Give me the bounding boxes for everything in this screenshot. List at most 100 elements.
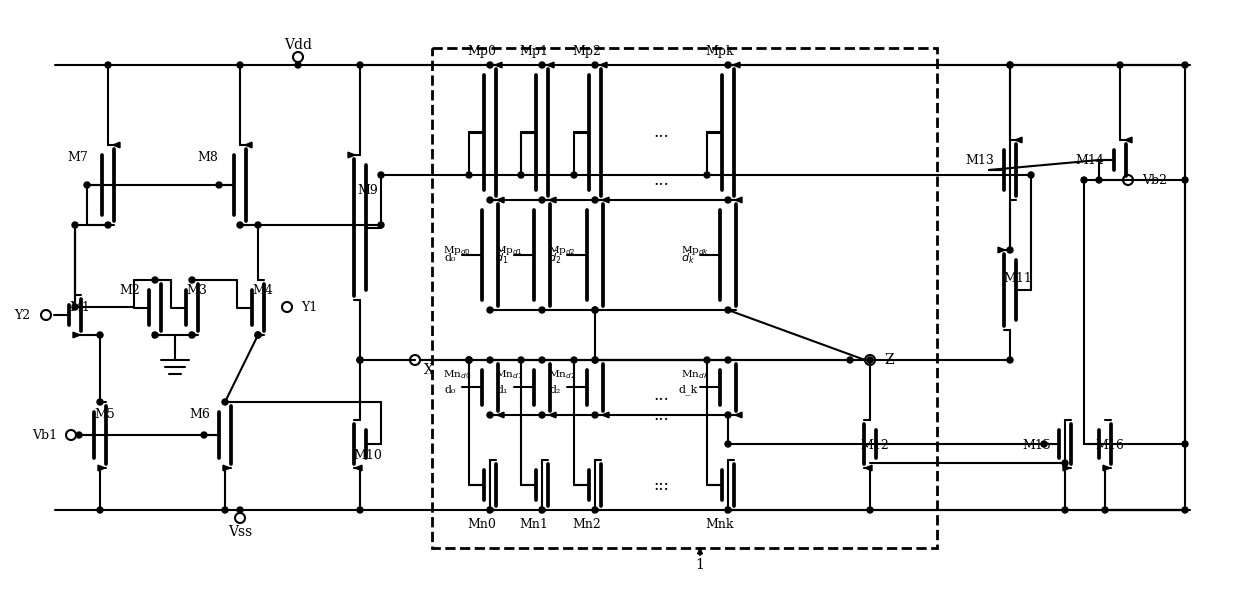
Circle shape bbox=[539, 307, 545, 313]
Circle shape bbox=[357, 62, 363, 68]
Polygon shape bbox=[190, 332, 197, 338]
Circle shape bbox=[97, 399, 103, 405]
Circle shape bbox=[539, 62, 545, 68]
Circle shape bbox=[592, 412, 598, 418]
Circle shape bbox=[571, 172, 577, 178]
Text: M13: M13 bbox=[965, 153, 995, 166]
Text: M3: M3 bbox=[187, 284, 207, 297]
Polygon shape bbox=[1125, 137, 1132, 143]
Circle shape bbox=[105, 222, 112, 228]
Text: Mn1: Mn1 bbox=[519, 519, 549, 532]
Circle shape bbox=[295, 62, 301, 68]
Text: $\bar{d_1}$: $\bar{d_1}$ bbox=[496, 250, 509, 266]
Bar bbox=[432, 48, 937, 548]
Circle shape bbox=[357, 507, 363, 513]
Circle shape bbox=[222, 507, 228, 513]
Circle shape bbox=[222, 399, 228, 405]
Text: M9: M9 bbox=[358, 184, 378, 197]
Circle shape bbox=[152, 277, 159, 283]
Circle shape bbox=[1182, 507, 1188, 513]
Circle shape bbox=[539, 412, 545, 418]
Text: Mp0: Mp0 bbox=[467, 44, 497, 57]
Text: Mn2: Mn2 bbox=[572, 519, 601, 532]
Polygon shape bbox=[549, 197, 556, 203]
Circle shape bbox=[592, 62, 598, 68]
Polygon shape bbox=[1103, 465, 1110, 471]
Circle shape bbox=[466, 357, 472, 363]
Text: ...: ... bbox=[653, 124, 669, 140]
Circle shape bbox=[1182, 441, 1188, 447]
Polygon shape bbox=[602, 197, 610, 203]
Text: $\bar{d_k}$: $\bar{d_k}$ bbox=[681, 250, 695, 266]
Text: Vb2: Vb2 bbox=[1142, 173, 1167, 186]
Circle shape bbox=[1101, 507, 1108, 513]
Text: Vdd: Vdd bbox=[284, 38, 312, 52]
Polygon shape bbox=[348, 152, 356, 158]
Circle shape bbox=[255, 332, 261, 338]
Circle shape bbox=[1062, 460, 1068, 466]
Circle shape bbox=[539, 357, 545, 363]
Circle shape bbox=[76, 432, 82, 438]
Text: d₀: d₀ bbox=[445, 385, 456, 395]
Text: Y2: Y2 bbox=[14, 308, 30, 321]
Text: $\bar{d_2}$: $\bar{d_2}$ bbox=[549, 250, 561, 266]
Polygon shape bbox=[600, 62, 607, 68]
Circle shape bbox=[725, 197, 731, 203]
Polygon shape bbox=[113, 142, 120, 148]
Polygon shape bbox=[602, 412, 610, 418]
Circle shape bbox=[1080, 177, 1087, 183]
Circle shape bbox=[1007, 62, 1014, 68]
Circle shape bbox=[592, 197, 598, 203]
Circle shape bbox=[539, 507, 545, 513]
Text: M1: M1 bbox=[69, 301, 90, 314]
Text: Y1: Y1 bbox=[301, 301, 317, 314]
Text: Vss: Vss bbox=[228, 525, 252, 539]
Circle shape bbox=[704, 357, 710, 363]
Circle shape bbox=[867, 507, 873, 513]
Text: Mp$_{dk}$: Mp$_{dk}$ bbox=[680, 243, 709, 256]
Circle shape bbox=[847, 357, 852, 363]
Circle shape bbox=[237, 222, 243, 228]
Circle shape bbox=[466, 357, 472, 363]
Circle shape bbox=[592, 307, 598, 313]
Circle shape bbox=[725, 357, 731, 363]
Circle shape bbox=[1062, 507, 1068, 513]
Text: d₀: d₀ bbox=[445, 253, 456, 263]
Text: d_k: d_k bbox=[678, 385, 698, 395]
Polygon shape bbox=[546, 62, 554, 68]
Polygon shape bbox=[223, 465, 230, 471]
Circle shape bbox=[105, 62, 112, 68]
Text: 1: 1 bbox=[695, 558, 705, 572]
Polygon shape bbox=[1015, 137, 1022, 143]
Circle shape bbox=[592, 357, 598, 363]
Circle shape bbox=[378, 222, 384, 228]
Polygon shape bbox=[73, 332, 81, 338]
Text: ...: ... bbox=[653, 471, 669, 488]
Circle shape bbox=[571, 357, 577, 363]
Circle shape bbox=[378, 172, 384, 178]
Circle shape bbox=[867, 357, 873, 363]
Text: d₂: d₂ bbox=[549, 385, 561, 395]
Circle shape bbox=[1007, 62, 1014, 68]
Circle shape bbox=[487, 307, 493, 313]
Circle shape bbox=[201, 432, 207, 438]
Polygon shape bbox=[256, 332, 263, 338]
Polygon shape bbox=[735, 197, 742, 203]
Circle shape bbox=[190, 332, 195, 338]
Polygon shape bbox=[735, 412, 742, 418]
Polygon shape bbox=[245, 142, 252, 148]
Text: Mnk: Mnk bbox=[706, 519, 735, 532]
Text: Mn$_{d0}$: Mn$_{d0}$ bbox=[442, 369, 471, 381]
Circle shape bbox=[592, 307, 598, 313]
Polygon shape bbox=[593, 507, 600, 513]
Circle shape bbox=[487, 507, 493, 513]
Circle shape bbox=[255, 222, 261, 228]
Circle shape bbox=[725, 307, 731, 313]
Circle shape bbox=[1118, 62, 1123, 68]
Text: Vb1: Vb1 bbox=[32, 429, 57, 442]
Text: Mn$_{d2}$: Mn$_{d2}$ bbox=[548, 369, 576, 381]
Text: M15: M15 bbox=[1022, 439, 1052, 452]
Circle shape bbox=[592, 357, 598, 363]
Circle shape bbox=[1007, 247, 1014, 253]
Text: Mn$_{d1}$: Mn$_{d1}$ bbox=[496, 369, 523, 381]
